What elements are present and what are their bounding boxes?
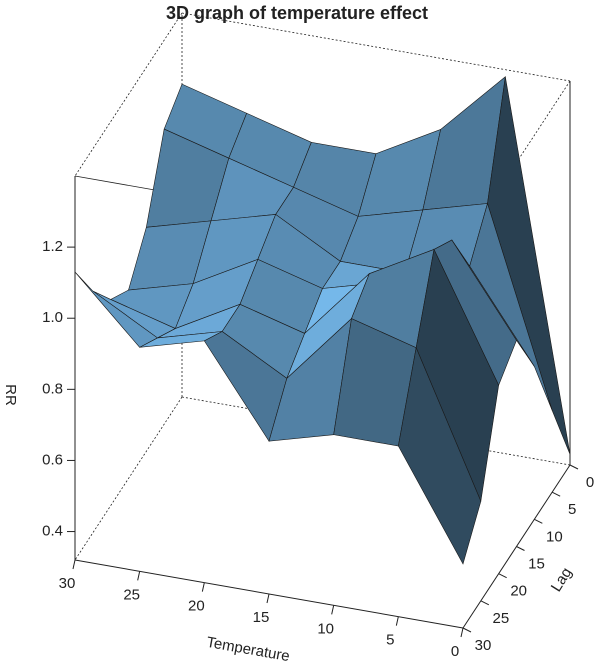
z-tick-label: 0.8 xyxy=(42,380,63,397)
y-tick-label: 0 xyxy=(586,474,594,491)
x-tick xyxy=(137,571,141,581)
x-tick-label: 25 xyxy=(123,586,140,603)
x-tick xyxy=(72,559,76,570)
y-tick xyxy=(534,518,543,524)
z-tick-label: 0.6 xyxy=(42,451,63,468)
x-tick xyxy=(266,593,270,604)
y-tick-label: 20 xyxy=(510,583,527,600)
x-tick xyxy=(460,627,464,638)
y-tick xyxy=(462,627,472,633)
box-edge xyxy=(181,12,571,82)
y-tick xyxy=(551,491,561,497)
x-tick xyxy=(201,582,205,592)
surface-patch xyxy=(398,346,482,565)
x-tick xyxy=(395,616,399,626)
z-tick-label: 0.4 xyxy=(42,523,63,540)
x-tick-label: 0 xyxy=(451,643,459,660)
x-tick-label: 5 xyxy=(386,632,394,649)
y-tick-label: 5 xyxy=(568,501,576,518)
z-tick-label: 1.2 xyxy=(42,238,63,255)
y-tick xyxy=(516,546,525,551)
y-tick-label: 15 xyxy=(528,555,545,572)
x-tick-label: 10 xyxy=(317,620,334,637)
x-tick-label: 15 xyxy=(253,609,270,626)
box-edge xyxy=(74,12,183,177)
box-edge xyxy=(74,396,183,561)
x-tick xyxy=(331,605,335,615)
x-tick-label: 20 xyxy=(188,598,205,615)
y-tick-label: 30 xyxy=(475,637,492,654)
y-axis-title: Lag xyxy=(548,565,576,595)
y-tick-label: 25 xyxy=(492,610,509,627)
y-tick xyxy=(498,573,507,579)
z-tick-label: 1.0 xyxy=(42,309,63,326)
x-axis-title: Temperature xyxy=(205,634,291,665)
z-axis-title: RR xyxy=(2,384,19,406)
chart-title: 3D graph of temperature effect xyxy=(166,3,428,23)
y-tick xyxy=(569,464,579,470)
x-tick-label: 30 xyxy=(59,575,76,592)
y-tick-label: 10 xyxy=(546,528,563,545)
y-tick xyxy=(480,600,490,606)
